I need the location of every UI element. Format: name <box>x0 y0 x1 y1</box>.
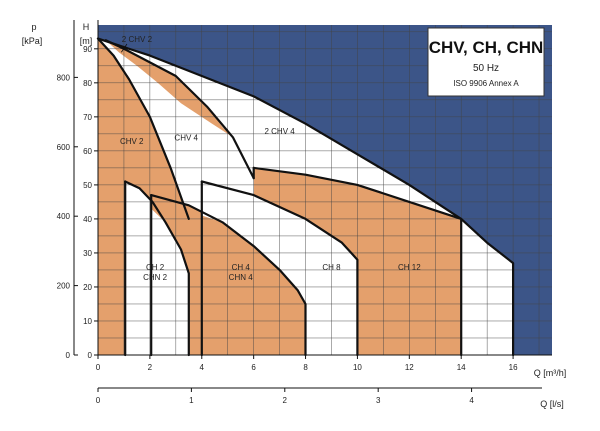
y-axis-title: H <box>83 22 90 32</box>
x-tick-label: 2 <box>148 363 153 372</box>
pump-curve <box>96 37 190 220</box>
x-tick-label: 14 <box>457 363 466 372</box>
y-tick-label: 60 <box>83 147 92 156</box>
chart-title: CHV, CH, CHN <box>429 38 544 57</box>
region-label: CH 4 <box>232 263 251 272</box>
y2-tick-label: 200 <box>57 282 71 291</box>
region-label: CHN 4 <box>229 273 254 282</box>
y-tick-label: 10 <box>83 317 92 326</box>
y-tick-label: 80 <box>83 79 92 88</box>
y-tick-label: 0 <box>88 351 93 360</box>
region-label: CH 2 <box>146 263 165 272</box>
x-tick-label: 10 <box>353 363 362 372</box>
x2-tick-label: 2 <box>283 396 288 405</box>
x-tick-label: 8 <box>303 363 308 372</box>
y-tick-label: 90 <box>83 45 92 54</box>
region-label: CH 8 <box>322 263 341 272</box>
frequency-label: 50 Hz <box>473 63 499 74</box>
standard-label: ISO 9906 Annex A <box>453 79 519 88</box>
region-label: 2 CHV 2 <box>122 35 153 44</box>
pump-curve <box>96 37 515 357</box>
region-label: CH 12 <box>398 263 421 272</box>
y2-tick-label: 600 <box>57 143 71 152</box>
x2-tick-label: 0 <box>96 396 101 405</box>
region-label: 2 CHV 4 <box>264 127 295 136</box>
x-tick-label: 0 <box>96 363 101 372</box>
y2-tick-label: 0 <box>66 351 71 360</box>
y-tick-label: 70 <box>83 113 92 122</box>
region-label: CHN 2 <box>143 273 168 282</box>
x-tick-label: 6 <box>251 363 256 372</box>
region-label-leader <box>121 43 128 53</box>
x2-tick-label: 4 <box>469 396 474 405</box>
y-tick-label: 30 <box>83 249 92 258</box>
title-box: CHV, CH, CHN 50 Hz ISO 9906 Annex A <box>427 27 545 97</box>
y2-tick-label: 800 <box>57 73 71 82</box>
x-axis-title: Q [m³/h] <box>534 368 567 378</box>
y2-axis-unit: [kPa] <box>22 36 43 46</box>
x2-axis-title: Q [l/s] <box>540 399 564 409</box>
pump-curve <box>200 180 359 357</box>
x2-tick-label: 1 <box>189 396 194 405</box>
x2-tick-label: 3 <box>376 396 381 405</box>
y2-axis-title: p <box>31 22 36 32</box>
x-tick-label: 12 <box>405 363 414 372</box>
y-tick-label: 20 <box>83 283 92 292</box>
y2-tick-label: 400 <box>57 212 71 221</box>
y-tick-label: 40 <box>83 215 92 224</box>
region-2-chv-2 <box>105 40 233 138</box>
pump-curve <box>124 180 190 357</box>
y-axis-unit: [m] <box>80 36 93 46</box>
x-tick-label: 4 <box>200 363 205 372</box>
pump-curve <box>150 194 307 357</box>
pump-curve <box>252 166 463 357</box>
out-of-range-area <box>98 25 552 355</box>
region-label: CHV 4 <box>174 134 198 143</box>
y-tick-label: 50 <box>83 181 92 190</box>
region-label: CHV 2 <box>120 137 144 146</box>
title-box-frame <box>427 27 545 97</box>
region-ch-2-chn-2 <box>125 181 189 355</box>
x-tick-label: 16 <box>509 363 518 372</box>
